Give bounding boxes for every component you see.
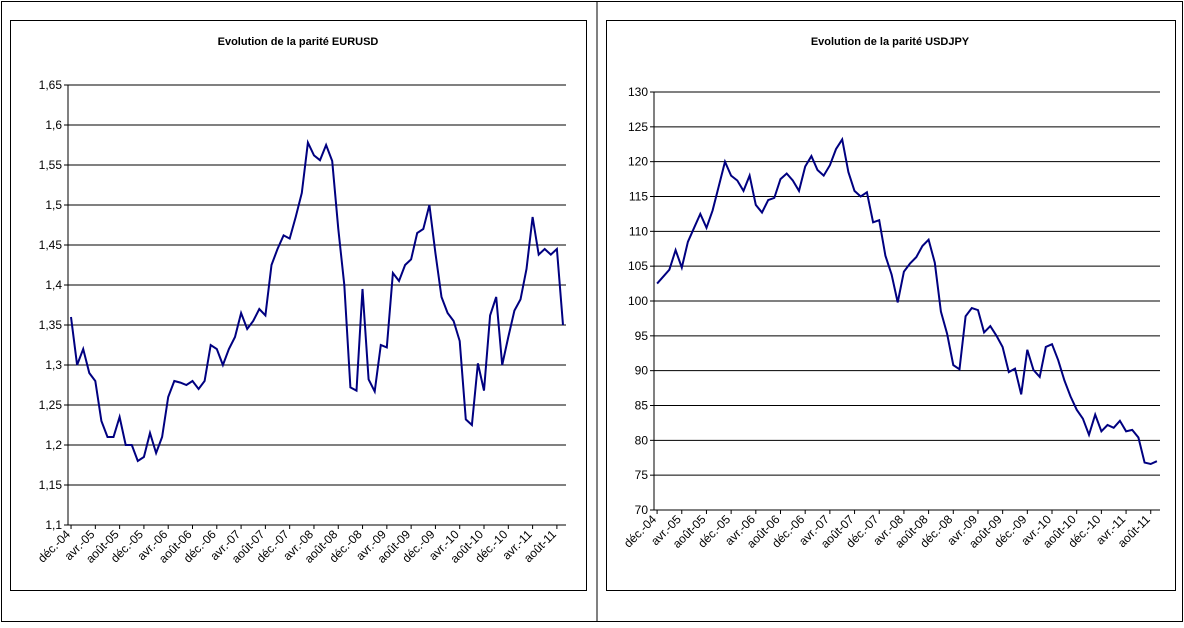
y-tick-label: 1,45 <box>39 238 63 252</box>
y-tick-label: 120 <box>628 155 648 169</box>
y-tick-label: 1,55 <box>39 158 63 172</box>
y-tick-label: 85 <box>635 399 649 413</box>
y-tick-label: 130 <box>628 85 648 99</box>
y-tick-label: 1,25 <box>39 398 63 412</box>
y-tick-label: 70 <box>635 503 649 517</box>
y-tick-label: 1,35 <box>39 318 63 332</box>
y-tick-label: 110 <box>629 224 648 238</box>
y-tick-label: 100 <box>628 294 648 308</box>
y-tick-label: 95 <box>635 329 649 343</box>
y-tick-label: 115 <box>629 190 648 204</box>
y-tick-label: 75 <box>635 468 649 482</box>
data-line <box>70 139 564 463</box>
y-tick-label: 1,6 <box>45 118 62 132</box>
y-tick-label: 1,3 <box>45 358 62 372</box>
y-tick-label: 1,65 <box>39 78 63 92</box>
chart-border <box>10 20 587 591</box>
data-line <box>656 136 1158 466</box>
y-tick-label: 1,2 <box>45 438 62 452</box>
y-tick-label: 1,1 <box>45 518 62 532</box>
y-tick-label: 125 <box>628 120 648 134</box>
y-tick-label: 1,4 <box>45 278 62 292</box>
chart-title: Evolution de la parité USDJPY <box>811 36 970 48</box>
y-tick-label: 105 <box>628 259 648 273</box>
chart-border <box>606 20 1176 591</box>
y-tick-label: 1,5 <box>45 198 62 212</box>
chart-title: Evolution de la parité EURUSD <box>218 36 379 48</box>
y-tick-label: 1,15 <box>39 478 63 492</box>
y-tick-label: 80 <box>635 433 649 447</box>
y-tick-label: 90 <box>635 364 649 378</box>
